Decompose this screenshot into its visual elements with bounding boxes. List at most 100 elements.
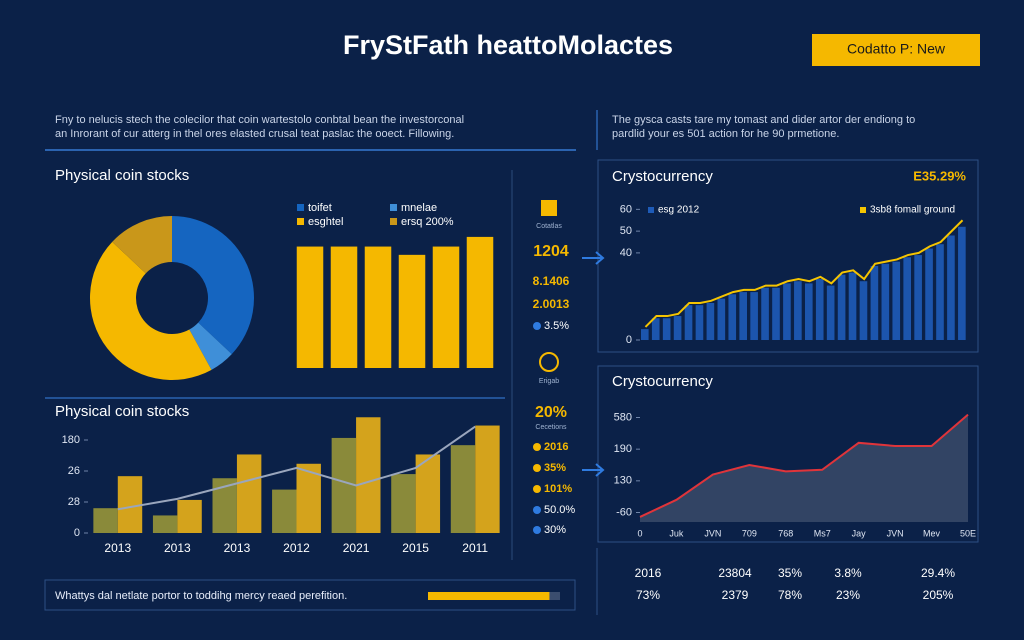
line — [117, 425, 476, 511]
stat-item: 3.5% — [544, 320, 569, 332]
x-tick-label: 50E — [960, 528, 976, 538]
x-tick-label: 2013 — [224, 541, 251, 555]
legend-swatch — [648, 207, 654, 213]
bullet — [533, 506, 541, 514]
bar — [450, 445, 476, 533]
headline-value: E35.29% — [913, 168, 966, 183]
bar — [947, 235, 955, 340]
bar — [364, 246, 392, 368]
legend-label: esg 2012 — [658, 205, 700, 216]
icon — [541, 200, 557, 216]
bar — [177, 499, 202, 533]
x-tick-label: Jay — [852, 528, 867, 538]
table-cell: 205% — [923, 588, 954, 602]
x-tick-label: 768 — [778, 528, 793, 538]
bar — [815, 279, 824, 340]
chart-title: Physical coin stocks — [55, 403, 189, 420]
x-tick-label: JVN — [704, 528, 721, 538]
y-tick-label: 40 — [620, 247, 632, 259]
stat-value: 1204 — [533, 243, 569, 260]
bar — [870, 265, 879, 340]
bar — [152, 515, 178, 533]
bar — [826, 285, 835, 340]
intro-text: Fny to nelucis stech the colecilor that … — [55, 114, 464, 126]
legend-label: 3sb8 fomall ground — [870, 205, 955, 216]
button[interactable] — [812, 34, 980, 66]
stat-item: 50.0% — [544, 504, 575, 516]
legend-label: toifet — [308, 202, 332, 214]
bar — [903, 257, 912, 340]
legend-swatch — [297, 204, 304, 211]
bar — [925, 248, 933, 340]
y-tick-label: -60 — [616, 506, 632, 518]
y-tick-label: 50 — [620, 225, 632, 237]
line — [644, 219, 964, 328]
bar — [783, 283, 791, 340]
y-tick-label: 0 — [74, 527, 80, 539]
bar — [728, 294, 737, 340]
bullet — [533, 464, 541, 472]
bar — [330, 246, 358, 368]
bar — [958, 226, 966, 340]
table-cell: 2016 — [635, 566, 662, 580]
bar — [662, 318, 671, 340]
legend-swatch — [390, 218, 397, 225]
line — [639, 413, 969, 518]
bar — [881, 263, 890, 340]
bar — [706, 302, 715, 340]
stat-caption: Erigab — [539, 378, 559, 385]
stat-item: 2.0013 — [533, 297, 570, 311]
bar — [117, 476, 143, 533]
legend-label: mnelae — [401, 202, 437, 214]
bar — [331, 437, 357, 533]
pie-slice — [172, 215, 255, 355]
x-tick-label: 709 — [742, 528, 757, 538]
stat-item: 30% — [544, 524, 566, 536]
table-cell: 78% — [778, 588, 802, 602]
stat-item: 101% — [544, 483, 572, 495]
x-tick-label: 2015 — [402, 541, 429, 555]
bar — [717, 298, 726, 340]
bullet — [533, 485, 541, 493]
bar — [356, 417, 381, 533]
table-cell: 29.4% — [921, 566, 955, 580]
pie-slice — [189, 322, 232, 370]
bar — [236, 454, 262, 533]
bar — [892, 261, 901, 340]
intro-text: an Inrorant of cur atterg in thel ores e… — [55, 128, 454, 140]
bar — [93, 508, 118, 533]
bar — [296, 463, 321, 533]
stat-caption: Cecetions — [535, 424, 567, 431]
y-tick-label: 26 — [68, 465, 80, 477]
bar — [391, 474, 416, 533]
bar — [772, 287, 780, 340]
legend-swatch — [860, 207, 866, 213]
bar — [695, 305, 704, 340]
x-tick-label: Ms7 — [814, 528, 831, 538]
intro-text: The gysca casts tare my tomast and dider… — [612, 114, 915, 126]
bar — [914, 255, 922, 340]
footer-box — [44, 579, 576, 611]
button-label[interactable]: Codatto P: New — [847, 41, 946, 57]
bar — [739, 292, 748, 340]
x-tick-label: 2021 — [343, 541, 370, 555]
bar — [848, 272, 857, 340]
bar — [794, 281, 802, 340]
panel — [597, 159, 979, 353]
bar — [475, 425, 500, 533]
table-cell: 23804 — [718, 566, 752, 580]
y-tick-label: 190 — [614, 443, 632, 455]
bar — [936, 244, 944, 340]
y-tick-label: 580 — [614, 411, 632, 423]
x-tick-label: Mev — [923, 528, 941, 538]
bar — [684, 305, 693, 340]
bar — [415, 454, 441, 533]
table-cell: 2379 — [722, 588, 749, 602]
table-cell: 73% — [636, 588, 660, 602]
stat-item: 35% — [544, 462, 566, 474]
bar — [859, 281, 868, 340]
bar — [673, 316, 682, 340]
bullet — [533, 526, 541, 534]
bar — [296, 246, 324, 368]
table-cell: 35% — [778, 566, 802, 580]
